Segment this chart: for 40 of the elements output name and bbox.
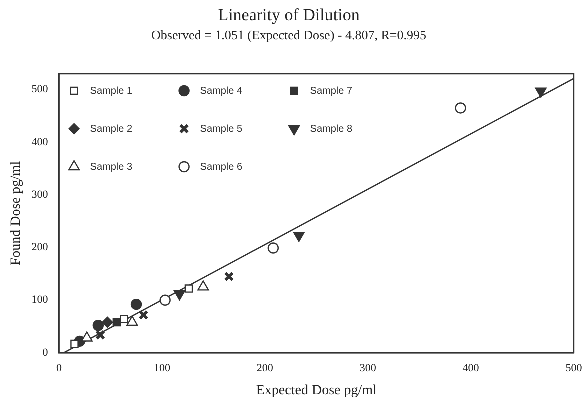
y-axis-title: Found Dose pg/ml	[9, 161, 24, 266]
point	[95, 330, 106, 340]
x-tick-label: 500	[566, 362, 583, 374]
point	[184, 284, 194, 293]
point	[268, 242, 280, 254]
y-tick-label: 100	[32, 294, 49, 306]
chart-subtitle: Observed = 1.051 (Expected Dose) - 4.807, R=0.995	[152, 28, 426, 43]
point	[126, 316, 138, 326]
point	[138, 310, 149, 320]
y-tick-label: 400	[32, 136, 49, 148]
legend-label: Sample 5	[200, 124, 243, 135]
point	[174, 290, 186, 301]
y-tick-label: 0	[42, 346, 49, 359]
point	[160, 294, 171, 306]
point	[224, 272, 234, 282]
legend-label: Sample 2	[90, 124, 133, 135]
point	[70, 340, 79, 348]
y-tick-label: 300	[32, 188, 49, 201]
x-tick-label: 200	[256, 362, 274, 374]
y-tick-label: 200	[32, 242, 49, 254]
legend-label: Sample 8	[310, 124, 353, 135]
legend-label: Sample 6	[200, 162, 243, 173]
point	[455, 102, 466, 114]
x-tick-label: 300	[360, 362, 377, 374]
point	[535, 88, 547, 98]
x-axis-title: Expected Dose pg/ml	[256, 383, 378, 398]
point	[130, 298, 142, 310]
x-tick-label: 100	[154, 362, 171, 374]
x-tick-label: 0	[56, 362, 63, 374]
point	[102, 316, 114, 328]
point	[120, 315, 128, 324]
legend-label: Sample 7	[310, 86, 353, 97]
y-tick-label: 500	[32, 84, 49, 96]
legend-label: Sample 1	[90, 86, 133, 97]
x-tick-label: 400	[462, 362, 480, 374]
point	[92, 320, 104, 332]
legend-label: Sample 4	[200, 86, 243, 97]
legend-label: Sample 3	[90, 162, 133, 173]
point	[293, 232, 305, 242]
chart-title: Linearity of Dilution	[218, 6, 360, 25]
